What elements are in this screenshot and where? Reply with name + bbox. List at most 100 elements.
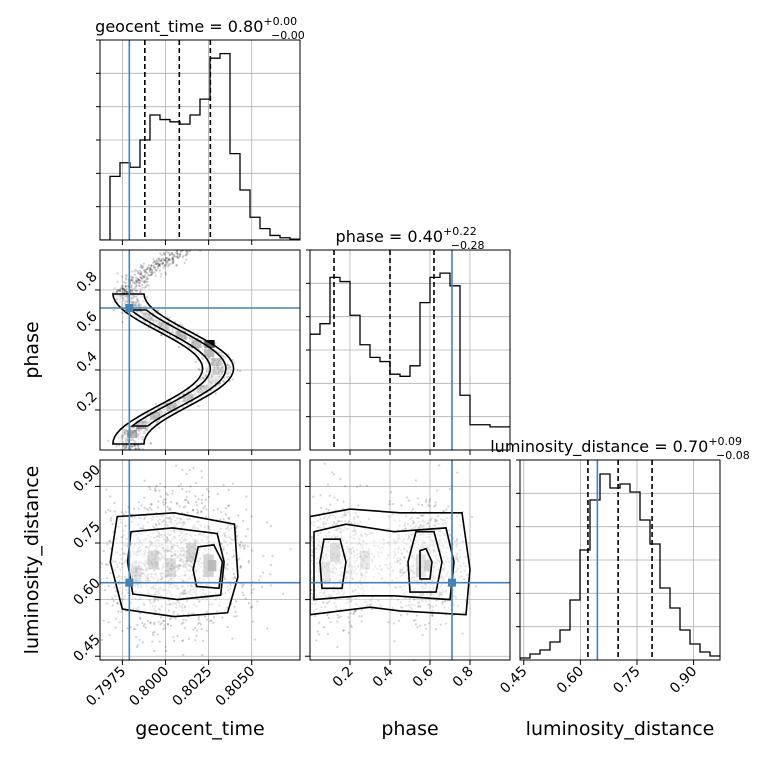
sample-point — [206, 525, 209, 528]
sample-point — [125, 439, 128, 442]
sample-point — [185, 559, 188, 563]
sample-point — [412, 579, 415, 582]
sample-point — [232, 568, 235, 571]
sample-point — [155, 523, 158, 527]
sample-point — [178, 563, 181, 566]
sample-point — [430, 517, 434, 520]
sample-point — [328, 494, 331, 497]
sample-point — [122, 597, 125, 600]
sample-point — [122, 513, 126, 516]
sample-point — [322, 592, 325, 595]
sample-point — [227, 517, 230, 520]
sample-point — [230, 368, 233, 372]
sample-point — [330, 570, 333, 574]
sample-point — [413, 603, 416, 607]
sample-point — [394, 554, 397, 557]
sample-point — [214, 342, 217, 345]
sample-point — [157, 257, 160, 260]
sample-point — [197, 498, 200, 501]
sample-point — [145, 568, 148, 571]
sample-point — [202, 376, 205, 380]
sample-point — [146, 428, 149, 431]
x-tick-label: 0.7975 — [83, 664, 129, 710]
sample-point — [186, 398, 190, 402]
sample-point — [167, 508, 170, 511]
sample-point — [162, 550, 166, 553]
sample-point — [174, 602, 178, 605]
sample-point — [136, 574, 139, 577]
sample-point — [177, 331, 180, 334]
sample-point — [392, 569, 396, 572]
sample-point — [324, 605, 327, 609]
sample-point — [162, 619, 166, 623]
sample-point — [151, 270, 154, 273]
sample-point — [321, 523, 325, 526]
sample-point — [207, 536, 210, 539]
title-geocent_time: geocent_time = 0.80+0.00 −0.00 — [95, 15, 305, 42]
sample-point — [149, 266, 152, 269]
sample-point — [150, 552, 153, 555]
sample-point — [143, 496, 146, 499]
sample-point — [415, 614, 419, 617]
sample-point — [142, 299, 145, 303]
sample-point — [426, 593, 429, 596]
sample-point — [171, 544, 174, 547]
sample-point — [359, 555, 362, 558]
sample-point — [173, 543, 176, 547]
sample-point — [453, 595, 456, 598]
sample-point — [371, 596, 374, 599]
sample-point — [137, 278, 140, 281]
sample-point — [228, 380, 232, 383]
sample-point — [185, 599, 189, 603]
sample-point — [145, 569, 149, 572]
sample-point — [184, 254, 187, 257]
sample-point — [166, 524, 169, 527]
sample-point — [135, 541, 138, 544]
sample-point — [204, 385, 207, 388]
y-tick-label: 0.60 — [71, 575, 104, 608]
sample-point — [139, 568, 142, 571]
sample-point — [171, 538, 174, 541]
sample-point — [207, 495, 211, 499]
sample-point — [367, 548, 371, 551]
sample-point — [178, 547, 181, 550]
sample-point — [120, 592, 124, 595]
sample-point — [397, 547, 400, 550]
sample-point — [163, 570, 167, 573]
sample-point — [227, 504, 231, 507]
sample-point — [448, 488, 452, 491]
sample-point — [131, 288, 134, 291]
sample-point — [122, 529, 125, 532]
sample-point — [138, 447, 141, 450]
sample-point — [166, 327, 170, 330]
sample-point — [306, 528, 308, 530]
sample-point — [167, 569, 170, 573]
sample-point — [422, 532, 425, 535]
sample-point — [167, 265, 170, 268]
sample-point — [158, 264, 161, 267]
sample-point — [121, 436, 124, 439]
sample-point — [169, 577, 172, 580]
title-luminosity_distance: luminosity_distance = 0.70+0.09 −0.08 — [490, 435, 750, 462]
sample-point — [164, 573, 167, 576]
sample-point — [458, 564, 462, 568]
sample-point — [168, 602, 172, 605]
sample-point — [168, 603, 171, 606]
sample-point — [146, 427, 149, 430]
sample-point — [156, 520, 160, 523]
sample-point — [169, 567, 172, 570]
truth-marker — [125, 578, 134, 587]
sample-point — [126, 627, 129, 630]
sample-point — [115, 551, 119, 554]
sample-point — [153, 621, 156, 624]
sample-point — [173, 639, 176, 643]
sample-point — [201, 592, 204, 595]
hist-step-luminosity_distance — [520, 473, 720, 660]
sample-point — [338, 560, 341, 563]
sample-point — [326, 569, 329, 573]
sample-point — [185, 258, 188, 261]
sample-point — [156, 265, 159, 268]
sample-point — [153, 576, 156, 580]
sample-point — [184, 334, 187, 337]
sample-point — [157, 500, 160, 503]
